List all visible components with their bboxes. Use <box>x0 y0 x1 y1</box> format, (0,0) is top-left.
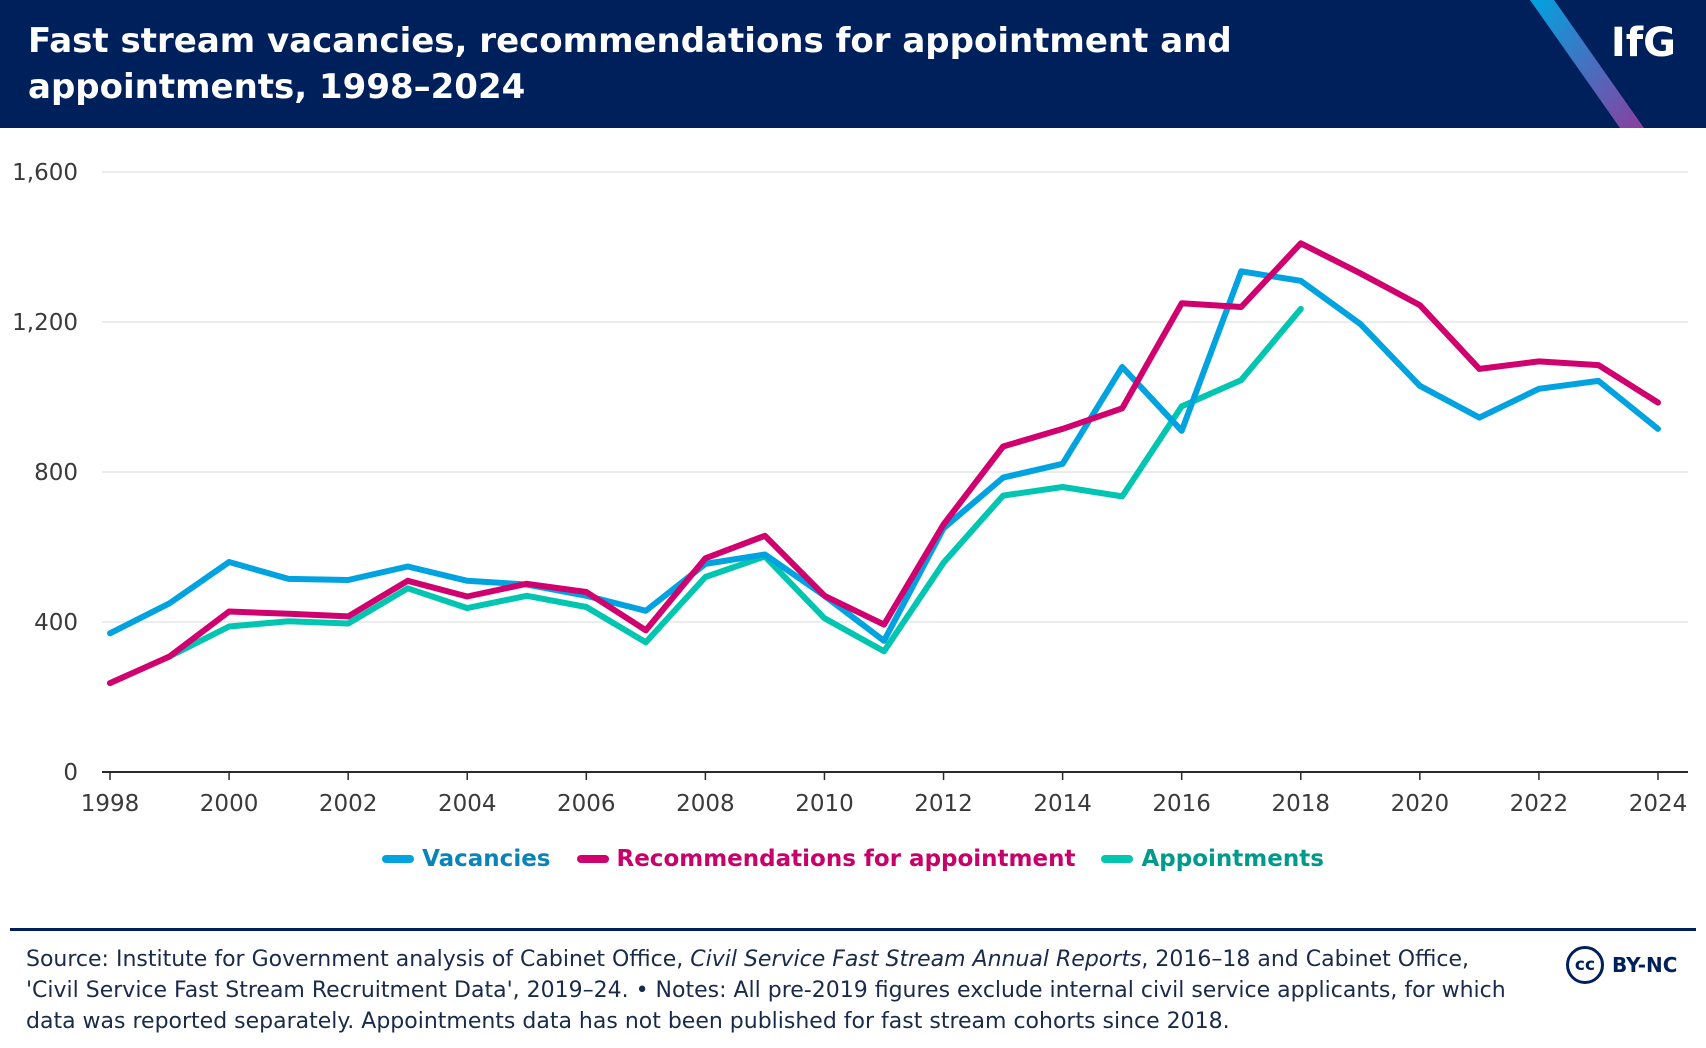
y-tick-label: 1,200 <box>12 310 78 336</box>
x-tick-label: 1998 <box>81 791 140 817</box>
license-text: BY-NC <box>1612 953 1678 977</box>
x-tick-label: 2010 <box>795 791 854 817</box>
source-note: Source: Institute for Government analysi… <box>26 944 1526 1037</box>
x-tick-label: 2022 <box>1510 791 1569 817</box>
y-tick-label: 400 <box>34 610 78 636</box>
x-tick-label: 2012 <box>914 791 973 817</box>
source-prefix: Source: Institute for Government analysi… <box>26 947 691 972</box>
chart-title: Fast stream vacancies, recommendations f… <box>28 21 1232 107</box>
license-badge: cc BY-NC <box>1566 946 1677 984</box>
legend-item-recommendations: Recommendations for appointment <box>576 846 1076 872</box>
legend-swatch-recommendations <box>576 855 609 863</box>
series-line-recommendations-for-appointment <box>107 240 1661 687</box>
x-tick-label: 2008 <box>676 791 735 817</box>
x-tick-label: 2000 <box>200 791 259 817</box>
line-chart: 0 400 800 1,200 1,600 1998 2000 2002 2004 2006 200… <box>12 160 1688 817</box>
logo-stripe-icon <box>1530 0 1644 128</box>
ifg-logo: IfG <box>1610 20 1676 66</box>
x-tick-label: 2006 <box>557 791 616 817</box>
x-tick-label: 2004 <box>438 791 497 817</box>
chart-legend: Vacancies Recommendations for appointmen… <box>0 846 1706 872</box>
source-rest: , 2016–18 and Cabinet Office, 'Civil Ser… <box>26 947 1506 1034</box>
legend-item-appointments: Appointments <box>1101 846 1324 872</box>
legend-swatch-appointments <box>1101 855 1134 863</box>
x-tick-label: 2014 <box>1033 791 1092 817</box>
x-tick-label: 2024 <box>1629 791 1688 817</box>
legend-label-vacancies: Vacancies <box>422 846 551 872</box>
series-line-appointments <box>166 305 1304 660</box>
x-tick-label: 2020 <box>1391 791 1450 817</box>
series-line-vacancies <box>107 268 1661 644</box>
chart-header: Fast stream vacancies, recommendations f… <box>0 0 1706 128</box>
legend-label-recommendations: Recommendations for appointment <box>616 846 1076 872</box>
legend-item-vacancies: Vacancies <box>382 846 551 872</box>
legend-swatch-vacancies <box>382 855 415 863</box>
x-tick-label: 2016 <box>1152 791 1211 817</box>
x-tick-label: 2018 <box>1271 791 1330 817</box>
y-tick-label: 0 <box>63 760 78 786</box>
legend-label-appointments: Appointments <box>1141 846 1324 872</box>
footer-divider <box>10 928 1696 931</box>
cc-icon: cc <box>1566 946 1604 984</box>
y-tick-label: 1,600 <box>12 160 78 186</box>
y-tick-label: 800 <box>34 460 78 486</box>
source-italic: Civil Service Fast Stream Annual Reports <box>690 947 1142 972</box>
x-tick-label: 2002 <box>319 791 378 817</box>
